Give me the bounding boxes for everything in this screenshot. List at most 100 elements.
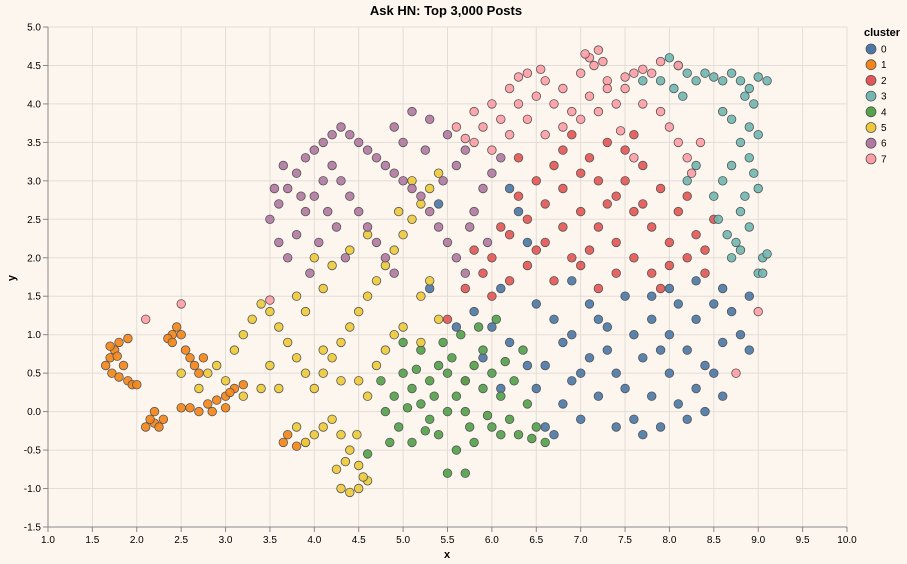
data-point (593, 45, 604, 55)
x-tick-label: 3.5 (263, 535, 277, 546)
data-point (460, 468, 471, 478)
data-point (496, 114, 506, 125)
data-point (220, 376, 231, 386)
data-point (112, 351, 122, 361)
data-point (354, 460, 364, 471)
data-point (500, 356, 510, 367)
data-point (478, 383, 488, 394)
data-point (522, 68, 533, 78)
data-point (331, 222, 342, 232)
data-point (496, 153, 506, 163)
x-tick-label: 1.0 (41, 535, 55, 546)
legend-symbol (865, 43, 877, 55)
data-point (167, 337, 178, 348)
data-point (584, 245, 595, 255)
data-point (478, 345, 488, 355)
data-point (256, 299, 266, 309)
data-point (291, 422, 302, 432)
data-point (567, 276, 577, 286)
data-point (691, 383, 701, 394)
data-point (709, 191, 719, 201)
data-point (309, 191, 320, 201)
data-point (194, 406, 204, 417)
x-tick-label: 6.5 (529, 535, 543, 546)
legend-symbol (865, 153, 877, 165)
data-point (425, 114, 435, 125)
x-tick-label: 10.0 (837, 535, 857, 546)
data-point (753, 72, 763, 82)
series-cluster-3 (638, 53, 772, 278)
series-cluster-1 (100, 322, 311, 451)
data-point (647, 68, 657, 78)
data-point (673, 399, 684, 409)
data-point (336, 483, 346, 494)
data-point (398, 368, 408, 378)
data-point (744, 291, 755, 301)
data-point (540, 422, 550, 432)
data-point (398, 322, 408, 332)
data-point (380, 253, 391, 263)
data-point (371, 237, 382, 248)
data-point (549, 430, 559, 440)
data-point (567, 330, 577, 340)
data-point (691, 76, 701, 86)
data-point (576, 114, 586, 125)
data-point (180, 345, 191, 355)
data-point (531, 176, 542, 186)
data-point (345, 322, 355, 332)
data-point (429, 391, 439, 401)
data-point (225, 387, 235, 398)
data-point (460, 268, 471, 278)
data-point (433, 199, 444, 209)
data-point (513, 153, 524, 163)
data-point (558, 183, 568, 194)
data-point (460, 133, 471, 144)
data-point (669, 83, 679, 94)
data-point (189, 360, 200, 371)
data-point (433, 430, 444, 440)
data-point (442, 368, 453, 378)
data-point (331, 464, 342, 475)
data-point (718, 337, 728, 348)
data-point (496, 391, 506, 401)
data-point (709, 299, 719, 309)
data-point (655, 56, 666, 67)
data-point (496, 222, 506, 232)
data-point (700, 68, 710, 78)
y-tick-label: 0.5 (27, 369, 41, 380)
data-point (451, 160, 462, 171)
data-point (593, 314, 604, 325)
data-point (207, 406, 217, 417)
data-point (283, 337, 293, 348)
x-tick-label: 5.0 (396, 535, 410, 546)
data-point (558, 145, 568, 155)
data-point (504, 276, 515, 286)
data-point (407, 183, 417, 194)
data-point (389, 330, 399, 340)
x-tick-label: 3.0 (219, 535, 233, 546)
x-tick-label: 7.0 (574, 535, 588, 546)
data-point (647, 268, 657, 278)
data-point (442, 237, 453, 248)
data-point (718, 391, 728, 401)
y-tick-label: 4.5 (27, 61, 41, 72)
data-point (469, 206, 479, 217)
data-point (327, 260, 337, 271)
data-point (407, 106, 417, 117)
data-point (682, 68, 692, 78)
data-point (100, 360, 111, 371)
data-point (265, 360, 275, 371)
data-point (265, 214, 275, 225)
data-point (482, 410, 493, 421)
y-tick-label: 4.0 (27, 99, 41, 110)
legend-label: 0 (881, 45, 887, 56)
data-point (487, 422, 497, 432)
data-point (558, 83, 568, 94)
data-point (118, 360, 129, 371)
data-point (451, 253, 462, 263)
data-point (354, 206, 364, 217)
data-point (629, 129, 639, 140)
data-point (584, 353, 595, 363)
data-point (336, 337, 346, 348)
grid (47, 26, 848, 528)
